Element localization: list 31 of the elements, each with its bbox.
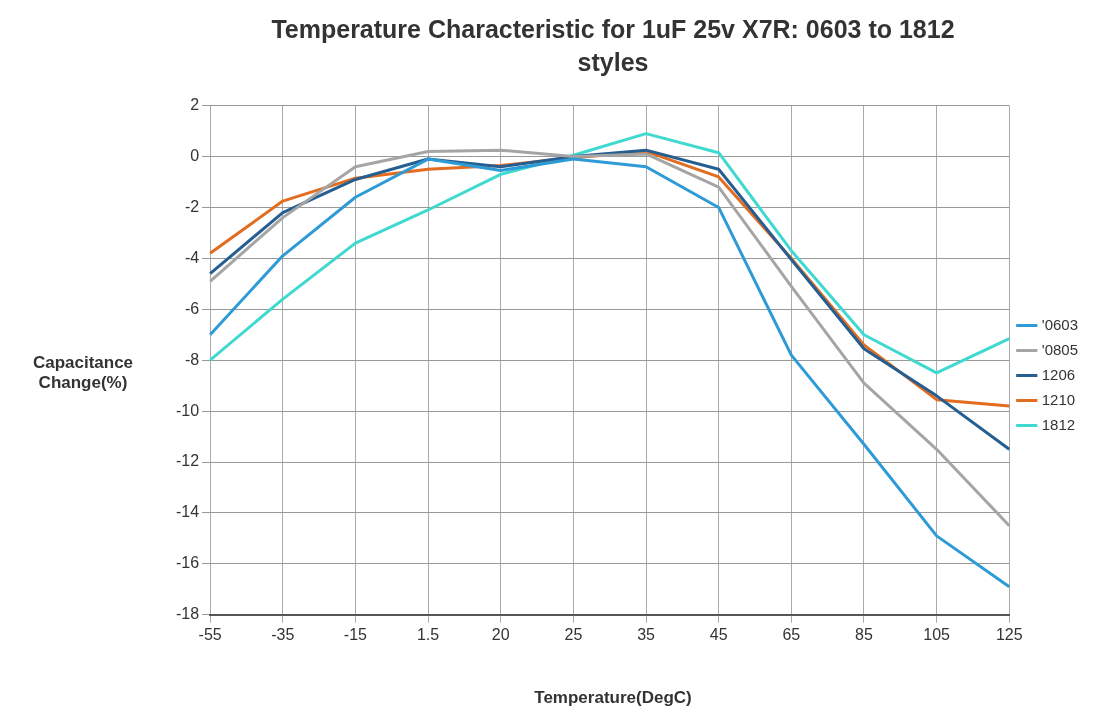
x-tick-label: 85	[855, 625, 873, 643]
y-tick-label: -18	[176, 605, 200, 623]
y-tick-label: -4	[184, 248, 200, 266]
y-tick-label: -2	[184, 197, 200, 215]
x-tick-label: 125	[995, 625, 1023, 643]
y-tick-label: -12	[176, 452, 200, 470]
x-tick-label: -55	[198, 625, 222, 643]
y-tick-label: -14	[176, 503, 200, 521]
y-tick-label: -16	[176, 554, 200, 572]
y-tick-label: 0	[190, 146, 200, 164]
x-tick-label: 45	[709, 625, 728, 643]
legend-label: 1812	[1041, 415, 1076, 433]
legend-label: 1206	[1041, 365, 1076, 383]
y-tick-label: 2	[190, 96, 200, 114]
y-tick-label: -10	[176, 401, 200, 419]
x-tick-label: 35	[637, 625, 656, 643]
x-tick-label: 20	[491, 625, 510, 643]
y-axis-title: Capacitance Change(%)	[31, 353, 135, 393]
legend-label: '0805	[1041, 340, 1078, 358]
chart-title: Temperature Characteristic for 1uF 25v X7R: 0603 to 1812 styles	[270, 14, 956, 78]
y-tick-label: -8	[184, 350, 200, 368]
x-tick-label: -35	[271, 625, 295, 643]
x-tick-label: -15	[343, 625, 368, 643]
x-axis-title: Temperature(DegC)	[533, 688, 693, 708]
legend-label: 1210	[1041, 390, 1076, 408]
x-tick-label: 65	[782, 625, 801, 643]
legend-label: '0603	[1041, 315, 1078, 333]
x-tick-label: 105	[923, 625, 951, 643]
y-tick-label: -6	[184, 299, 200, 317]
x-tick-label: 1.5	[416, 625, 440, 643]
x-tick-label: 25	[564, 625, 583, 643]
